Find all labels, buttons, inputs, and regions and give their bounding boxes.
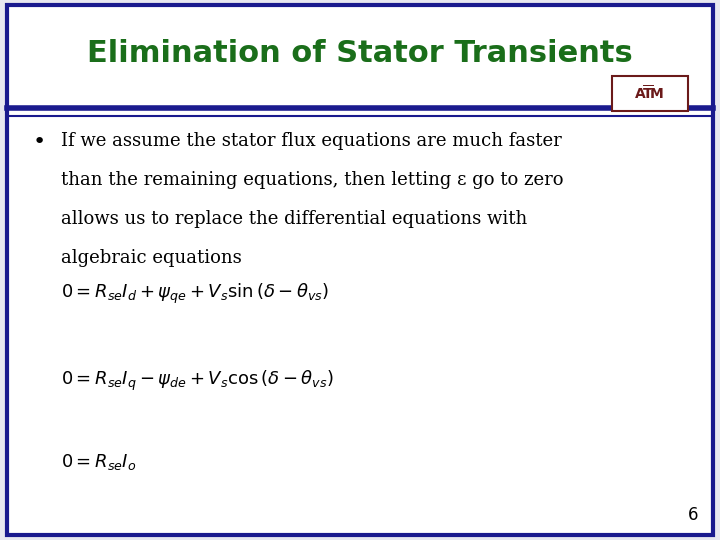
Text: •: • <box>33 132 46 152</box>
FancyBboxPatch shape <box>612 76 688 111</box>
Text: than the remaining equations, then letting ε go to zero: than the remaining equations, then letti… <box>61 171 564 189</box>
Text: $0 = R_{se}I_o$: $0 = R_{se}I_o$ <box>61 451 137 472</box>
FancyBboxPatch shape <box>7 5 713 535</box>
Text: Elimination of Stator Transients: Elimination of Stator Transients <box>87 39 633 69</box>
Text: $0 = R_{se}I_q -\psi_{de} +V_s \cos\left(\delta - \theta_{vs}\right)$: $0 = R_{se}I_q -\psi_{de} +V_s \cos\left… <box>61 369 334 393</box>
Text: algebraic equations: algebraic equations <box>61 249 242 267</box>
Text: $\mathbf{A\!\overline{T}\!M}$: $\mathbf{A\!\overline{T}\!M}$ <box>634 84 665 103</box>
Text: If we assume the stator flux equations are much faster: If we assume the stator flux equations a… <box>61 132 562 150</box>
Text: $0 = R_{se}I_d +\psi_{qe} +V_s \sin\left(\delta - \theta_{vs}\right)$: $0 = R_{se}I_d +\psi_{qe} +V_s \sin\left… <box>61 282 329 306</box>
Text: 6: 6 <box>688 506 698 524</box>
Text: allows us to replace the differential equations with: allows us to replace the differential eq… <box>61 210 528 228</box>
